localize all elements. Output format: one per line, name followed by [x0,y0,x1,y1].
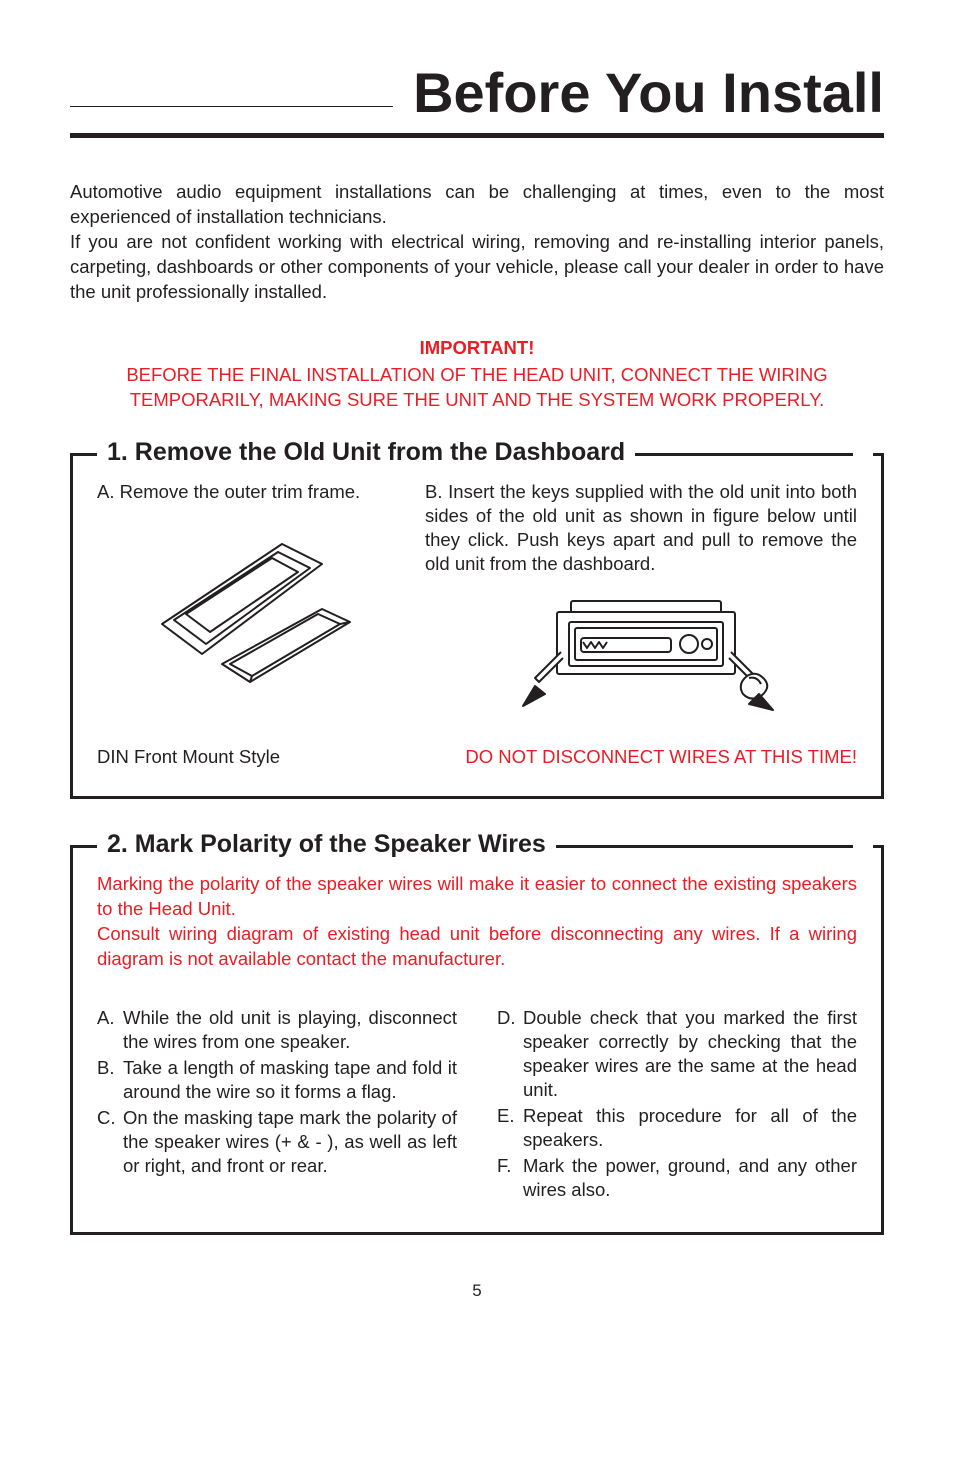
step-b-text: B. Insert the keys supplied with the old… [425,480,857,576]
section-1-heading: 1. Remove the Old Unit from the Dashboar… [97,438,635,467]
list-body: On the masking tape mark the polar­ity o… [123,1106,457,1178]
list-item: E. Repeat this procedure for all of the … [497,1104,857,1152]
list-item: A. While the old unit is playing, discon… [97,1006,457,1054]
list-marker: C. [97,1106,123,1178]
list-marker: A. [97,1006,123,1054]
title-rule-line [70,106,393,108]
section-2-box: 2. Mark Polarity of the Speaker Wires Ma… [70,845,884,1235]
list-body: Take a length of masking tape and fold i… [123,1056,457,1104]
list-body: Repeat this procedure for all of the spe… [523,1104,857,1152]
section-1-right-col: B. Insert the keys supplied with the old… [425,480,857,726]
list-item: D. Double check that you marked the firs… [497,1006,857,1102]
section-2-right-col: D. Double check that you marked the firs… [497,1006,857,1204]
section-1-footer: DIN Front Mount Style DO NOT DISCONNECT … [97,746,857,768]
list-item: F. Mark the power, ground, and any oth­e… [497,1154,857,1202]
list-item: C. On the masking tape mark the polar­it… [97,1106,457,1178]
figure-2-wrap [425,586,857,716]
page-title: Before You Install [413,60,884,125]
page-title-row: Before You Install [70,60,884,125]
section-2-left-col: A. While the old unit is playing, discon… [97,1006,457,1204]
important-heading: IMPORTANT! [70,337,884,359]
important-body: BEFORE THE FINAL INSTALLATION OF THE HEA… [70,363,884,413]
section-1-columns: A. Remove the outer trim frame. [97,480,857,726]
list-item: B. Take a length of masking tape and fol… [97,1056,457,1104]
section-1-notch [853,453,873,456]
list-marker: F. [497,1154,523,1202]
figure-trim-frame-icon [132,514,362,694]
section-2-columns: A. While the old unit is playing, discon… [97,1006,857,1204]
din-label: DIN Front Mount Style [97,746,280,768]
section-1-box: 1. Remove the Old Unit from the Dashboar… [70,453,884,799]
important-block: IMPORTANT! BEFORE THE FINAL INSTALLATION… [70,337,884,413]
page-number: 5 [70,1281,884,1301]
figure-1-wrap [97,514,397,694]
intro-paragraph: Automotive audio equipment installations… [70,180,884,305]
section-2-intro: Marking the polarity of the speaker wire… [97,872,857,972]
step-a-text: A. Remove the outer trim frame. [97,480,397,504]
list-body: Double check that you marked the first s… [523,1006,857,1102]
section-1-left-col: A. Remove the outer trim frame. [97,480,397,726]
list-marker: E. [497,1104,523,1152]
disconnect-warning: DO NOT DISCONNECT WIRES AT THIS TIME! [465,746,857,768]
section-2-notch [853,845,873,848]
section-2-heading: 2. Mark Polarity of the Speaker Wires [97,830,556,859]
list-body: Mark the power, ground, and any oth­er w… [523,1154,857,1202]
list-body: While the old unit is playing, discon­ne… [123,1006,457,1054]
list-marker: D. [497,1006,523,1102]
list-marker: B. [97,1056,123,1104]
title-underline [70,133,884,138]
figure-keys-removal-icon [491,586,791,716]
